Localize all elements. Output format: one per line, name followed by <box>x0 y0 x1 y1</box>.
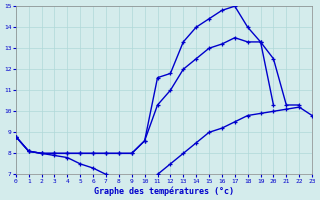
X-axis label: Graphe des températures (°c): Graphe des températures (°c) <box>94 186 234 196</box>
